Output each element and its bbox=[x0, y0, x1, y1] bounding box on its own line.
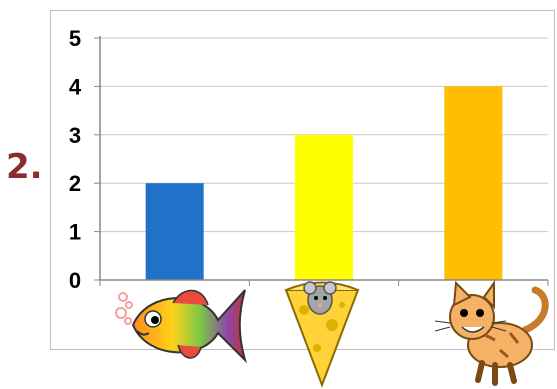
y-tick-label: 2 bbox=[69, 171, 81, 196]
bar-mouse-cheese bbox=[295, 134, 353, 280]
y-tick-label: 4 bbox=[69, 74, 82, 99]
x-axis-ticks bbox=[99, 280, 549, 286]
y-axis-ticks: 0 1 2 3 4 5 bbox=[69, 26, 100, 293]
y-tick-label: 3 bbox=[69, 123, 81, 148]
bar-cat bbox=[444, 86, 503, 281]
y-tick-label: 1 bbox=[69, 220, 81, 245]
cat-icon bbox=[434, 279, 549, 386]
question-number: 2. bbox=[6, 147, 43, 187]
bars bbox=[145, 86, 503, 281]
y-tick-label: 5 bbox=[69, 26, 81, 51]
bar-fish bbox=[145, 183, 204, 280]
y-tick-label: 0 bbox=[69, 268, 81, 293]
mouse-cheese-icon bbox=[284, 281, 360, 388]
fish-icon bbox=[115, 289, 247, 364]
